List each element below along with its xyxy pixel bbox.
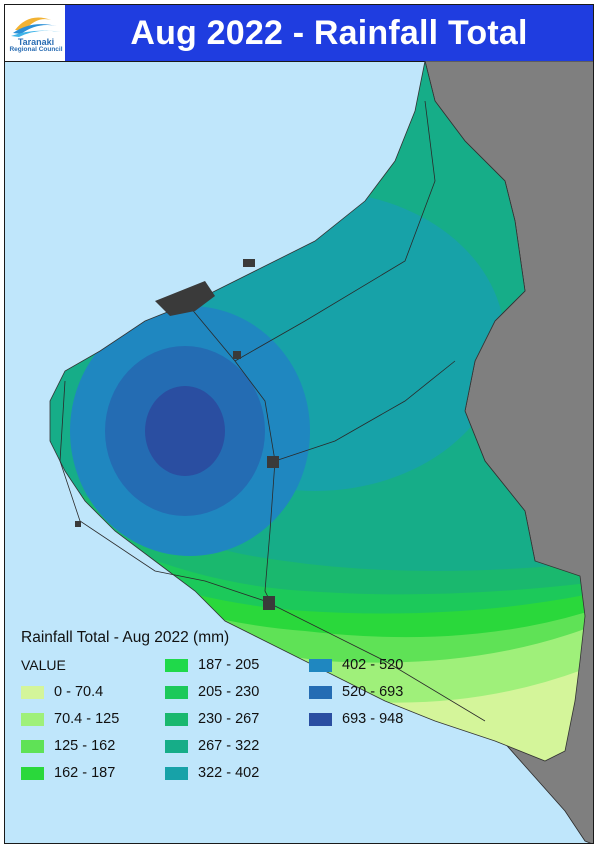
legend-label: 322 - 402	[198, 765, 260, 781]
legend-swatch	[165, 685, 188, 699]
band-693-948	[145, 386, 225, 476]
title-bar: Aug 2022 - Rainfall Total	[65, 5, 593, 61]
legend-label: 520 - 693	[342, 684, 404, 700]
legend-label: 125 - 162	[54, 738, 116, 754]
legend-swatch	[21, 766, 44, 780]
legend-label: 70.4 - 125	[54, 711, 120, 727]
town-inglewood	[233, 351, 241, 359]
legend-item: 693 - 948	[309, 710, 403, 728]
legend-swatch	[165, 766, 188, 780]
legend-item: 230 - 267	[165, 710, 259, 728]
town-stratford	[267, 456, 279, 468]
legend-item: 125 - 162	[21, 737, 115, 755]
legend-label: 402 - 520	[342, 657, 404, 673]
legend: Rainfall Total - Aug 2022 (mm) VALUE 0 -…	[17, 627, 437, 797]
legend-item: 322 - 402	[165, 764, 259, 782]
rainfall-map	[49, 61, 593, 843]
legend-swatch	[165, 739, 188, 753]
logo-text-line1: Taranaki	[17, 37, 55, 47]
legend-title: Rainfall Total - Aug 2022 (mm)	[21, 629, 230, 646]
legend-label: 693 - 948	[342, 711, 404, 727]
town-new-plymouth	[155, 281, 215, 316]
legend-item: 187 - 205	[165, 656, 259, 674]
logo: Taranaki Regional Council	[7, 8, 65, 58]
legend-item: 205 - 230	[165, 683, 259, 701]
legend-label: 162 - 187	[54, 765, 116, 781]
legend-swatch	[309, 658, 332, 672]
legend-item: 402 - 520	[309, 656, 403, 674]
page-title: Aug 2022 - Rainfall Total	[130, 13, 528, 52]
legend-swatch	[21, 685, 44, 699]
town-opunake	[75, 521, 81, 527]
legend-label: 267 - 322	[198, 738, 260, 754]
legend-item: 0 - 70.4	[21, 683, 103, 701]
legend-label: 230 - 267	[198, 711, 260, 727]
coastline	[49, 61, 586, 762]
header: Taranaki Regional Council Aug 2022 - Rai…	[5, 5, 593, 62]
legend-swatch	[21, 712, 44, 726]
legend-swatch	[309, 685, 332, 699]
logo-text-line2: Regional Council	[9, 46, 63, 53]
legend-swatch	[21, 739, 44, 753]
town-hawera	[263, 596, 275, 610]
legend-item: 162 - 187	[21, 764, 115, 782]
legend-label: 0 - 70.4	[54, 684, 104, 700]
legend-label: 187 - 205	[198, 657, 260, 673]
legend-value-label: VALUE	[21, 657, 66, 673]
legend-item: 520 - 693	[309, 683, 403, 701]
map-frame: Taranaki Regional Council Aug 2022 - Rai…	[4, 4, 594, 844]
legend-label: 205 - 230	[198, 684, 260, 700]
town-waitara	[243, 259, 255, 267]
legend-item: 267 - 322	[165, 737, 259, 755]
legend-swatch	[165, 712, 188, 726]
legend-swatch	[165, 658, 188, 672]
legend-swatch	[309, 712, 332, 726]
legend-item: 70.4 - 125	[21, 710, 119, 728]
wave-logo-icon	[11, 17, 61, 37]
